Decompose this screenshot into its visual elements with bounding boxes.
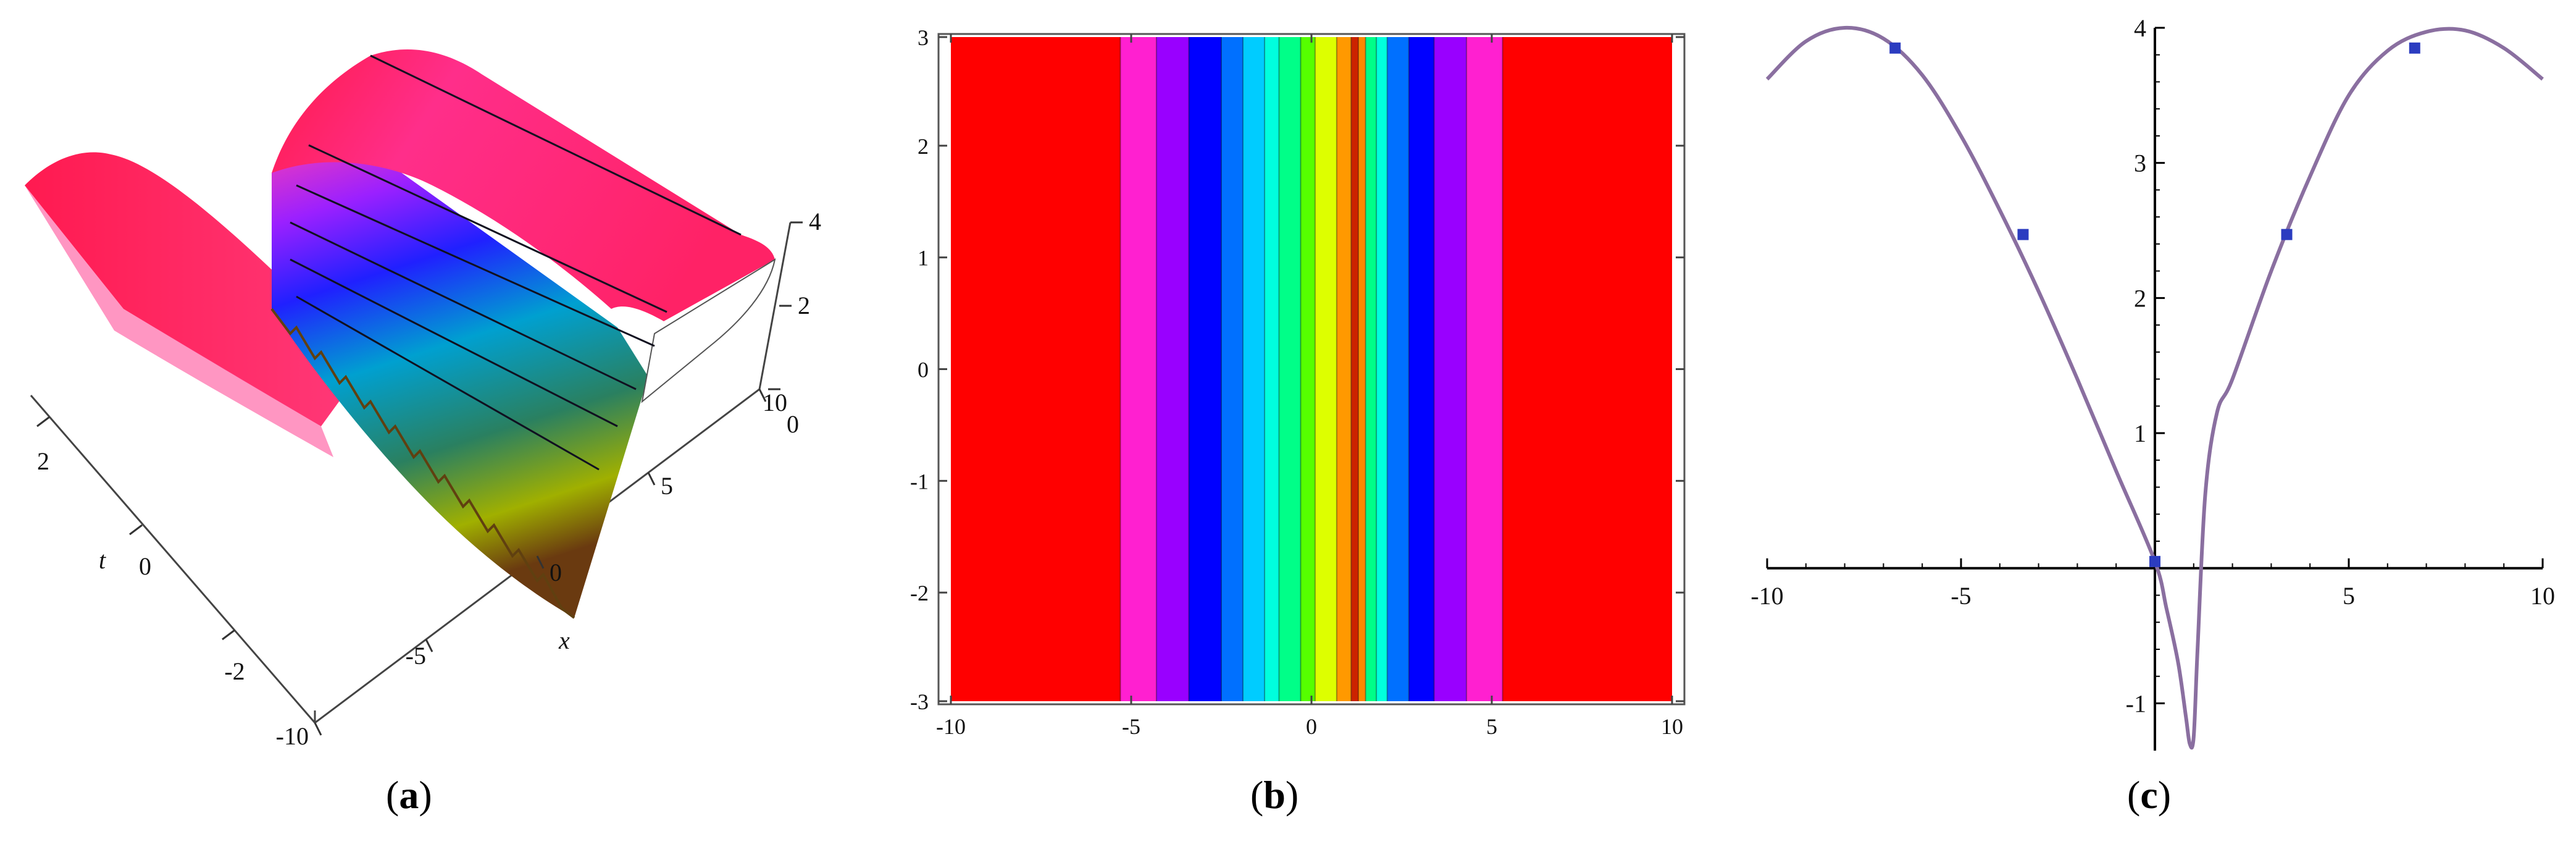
x-tick-label: 10	[763, 389, 787, 416]
x-tick-label: 5	[661, 472, 673, 500]
z-tick-label: 4	[809, 208, 821, 235]
t-axis-ticks-3d	[36, 416, 235, 641]
panel-c-line-plot: -10 -5 5 10 -1 1 2 3 4	[1750, 14, 2555, 751]
series-marker	[2017, 229, 2029, 240]
y-tick-label: 4	[2134, 14, 2146, 42]
z-tick-label: 0	[787, 410, 799, 438]
x-axis-label: x	[558, 626, 570, 654]
series-marker	[2409, 42, 2420, 54]
x-tick-label: -10	[276, 722, 309, 750]
y-tick-label: -1	[2126, 689, 2146, 717]
density-band	[1351, 37, 1358, 701]
caption-letter: c	[2140, 773, 2158, 817]
series-markers	[1889, 42, 2420, 567]
caption-open: (	[1250, 773, 1264, 817]
density-band	[1408, 37, 1434, 701]
t-tick-label: 2	[37, 447, 49, 475]
box-edge	[758, 222, 792, 390]
x-tick-label: 0	[550, 558, 562, 586]
y-tick-label: 0	[918, 358, 929, 382]
y-tick-label: -3	[910, 689, 929, 714]
t-tick-label: -2	[224, 657, 245, 685]
y-tick-label: 1	[918, 246, 929, 271]
series-marker	[2281, 229, 2293, 240]
surface-ridge-top	[272, 49, 775, 321]
caption-close: )	[2157, 773, 2172, 817]
panel-a-surface-plot: -10 -5 0 5 10 x 2 0 -2 t 4 2 0	[25, 49, 821, 750]
y-tick-label: 3	[2134, 150, 2146, 177]
density-band	[1221, 37, 1244, 701]
x-tick-label: -5	[1951, 582, 1971, 610]
y-tick-label: 3	[918, 25, 929, 50]
density-band	[951, 37, 1121, 701]
surface-mesh-lines	[290, 54, 742, 471]
series-marker	[2149, 555, 2160, 567]
caption-letter: b	[1263, 773, 1286, 817]
density-band	[1466, 37, 1503, 701]
t-tick-label: 0	[139, 552, 151, 580]
caption-open: (	[2127, 773, 2141, 817]
y-tick-label: 2	[918, 134, 929, 159]
x-tick-label: -5	[1122, 714, 1140, 739]
density-bands	[951, 37, 1672, 701]
y-tick-label: -1	[910, 469, 929, 494]
x-tick-label: 5	[2343, 582, 2355, 610]
density-band	[1365, 37, 1377, 701]
density-band	[1279, 37, 1301, 701]
x-tick-label: 10	[1661, 714, 1683, 739]
x-tick-label: 10	[2530, 582, 2555, 610]
x-tick-label: -10	[1750, 582, 1783, 610]
z-axis-ticks-3d	[768, 221, 803, 390]
density-band	[1300, 37, 1315, 701]
series-marker	[1889, 42, 1901, 54]
density-band	[1315, 37, 1337, 701]
caption-b: (b)	[1250, 772, 1298, 818]
t-axis-label: t	[99, 546, 106, 574]
density-band	[1502, 37, 1672, 701]
density-band	[1387, 37, 1409, 701]
density-band	[1243, 37, 1265, 701]
density-band	[1265, 37, 1279, 701]
density-band	[1434, 37, 1467, 701]
y-tick-label: 1	[2134, 419, 2146, 447]
x-tick-label: 0	[1306, 714, 1317, 739]
y-tick-label: -2	[910, 581, 929, 605]
density-band	[1189, 37, 1221, 701]
surface-ridge-back	[25, 152, 370, 426]
caption-c: (c)	[2127, 772, 2171, 818]
x-tick-label: -10	[936, 714, 966, 739]
surface-slope	[272, 133, 648, 618]
caption-letter: a	[399, 773, 419, 817]
density-band	[1376, 37, 1387, 701]
x-tick-label: -5	[406, 642, 426, 670]
caption-a: (a)	[386, 772, 432, 818]
surface-ridge-back-shade	[25, 185, 333, 457]
z-tick-label: 2	[798, 292, 810, 319]
surface-slope-edge	[270, 308, 575, 619]
density-band	[1336, 37, 1352, 701]
density-band	[1358, 37, 1366, 701]
surface-ridge-end	[641, 258, 776, 403]
caption-open: (	[386, 773, 399, 817]
caption-close: )	[419, 773, 432, 817]
x-tick-label: 5	[1486, 714, 1497, 739]
caption-close: )	[1285, 773, 1299, 817]
density-band	[1120, 37, 1156, 701]
series-line	[1765, 25, 2544, 750]
x-axis-ticks-3d	[314, 389, 767, 736]
line-axes: -10 -5 5 10 -1 1 2 3 4	[1750, 14, 2555, 751]
density-band	[1156, 37, 1189, 701]
y-tick-label: 2	[2134, 284, 2146, 312]
